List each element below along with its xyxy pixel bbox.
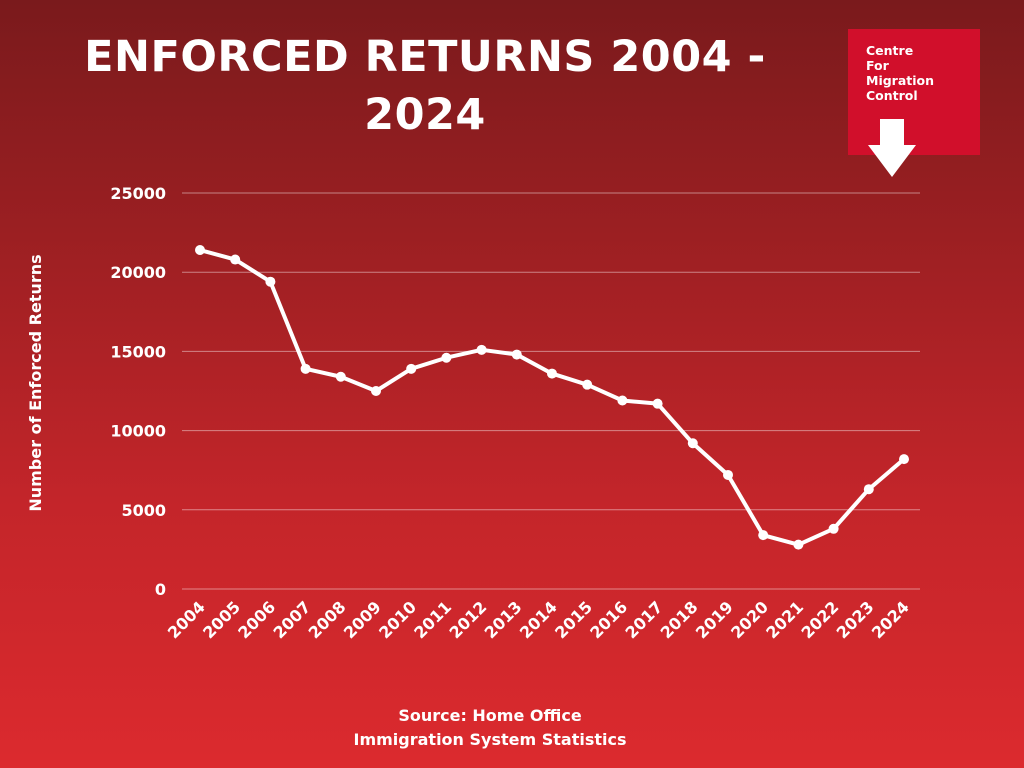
data-point: [617, 395, 628, 406]
x-tick-label: 2017: [622, 597, 667, 642]
data-point: [265, 276, 276, 287]
series-line: [198, 248, 906, 547]
x-tick-label: 2021: [762, 597, 807, 642]
data-point: [687, 438, 698, 449]
x-tick-label: 2011: [410, 597, 455, 642]
y-tick-label: 15000: [110, 342, 166, 361]
data-point: [195, 245, 205, 256]
data-point: [406, 363, 417, 374]
x-tick-label: 2006: [234, 597, 279, 642]
down-arrow-icon: [868, 119, 916, 177]
x-tick-label: 2023: [833, 597, 878, 642]
data-point: [863, 484, 874, 495]
data-point: [899, 454, 909, 465]
x-tick-label: 2007: [270, 597, 315, 642]
y-axis-ticks: 0 5000 10000 15000 20000 25000: [110, 184, 166, 599]
x-tick-label: 2010: [375, 597, 420, 642]
data-point: [300, 363, 311, 374]
source-line-2: Immigration System Statistics: [353, 730, 627, 749]
source-line-1: Source: Home Office: [398, 706, 582, 725]
x-tick-label: 2018: [657, 597, 702, 642]
x-tick-label: 2012: [446, 597, 491, 642]
y-tick-label: 20000: [110, 263, 166, 282]
data-point: [335, 371, 346, 382]
data-points: [195, 245, 909, 550]
data-point: [723, 469, 733, 480]
x-tick-label: 2008: [305, 597, 350, 642]
data-point: [828, 523, 839, 534]
y-tick-label: 25000: [110, 184, 166, 203]
data-point: [230, 254, 241, 265]
x-tick-label: 2024: [868, 597, 913, 642]
y-tick-label: 0: [155, 580, 166, 599]
data-point: [476, 344, 487, 355]
x-tick-label: 2019: [692, 597, 737, 642]
data-point: [758, 530, 769, 541]
data-point: [511, 349, 522, 360]
source-note: Source: Home Office Immigration System S…: [290, 704, 690, 752]
y-tick-label: 10000: [110, 422, 166, 441]
data-point: [652, 398, 663, 409]
x-tick-label: 2009: [340, 597, 385, 642]
data-point: [371, 386, 381, 396]
x-tick-label: 2016: [586, 597, 631, 642]
page-title: ENFORCED RETURNS 2004 - 2024: [84, 32, 766, 140]
x-tick-label: 2014: [516, 597, 561, 642]
x-tick-label: 2022: [798, 597, 843, 642]
data-point: [582, 379, 593, 390]
data-point: [441, 352, 452, 363]
x-axis-ticks: 2004200520062007200820092010201120122013…: [164, 597, 913, 642]
x-tick-label: 2013: [481, 597, 526, 642]
cmc-logo: Centre For Migration Control: [848, 29, 980, 177]
gridlines: [182, 192, 920, 590]
x-tick-label: 2015: [551, 597, 596, 642]
y-tick-label: 5000: [121, 501, 166, 520]
data-point: [547, 368, 557, 379]
x-tick-label: 2020: [727, 597, 772, 642]
x-tick-label: 2004: [164, 597, 209, 642]
logo-text: Centre For Migration Control: [866, 43, 935, 103]
x-tick-label: 2005: [199, 597, 244, 642]
y-axis-label: Number of Enforced Returns: [26, 254, 45, 511]
data-point: [793, 539, 804, 550]
